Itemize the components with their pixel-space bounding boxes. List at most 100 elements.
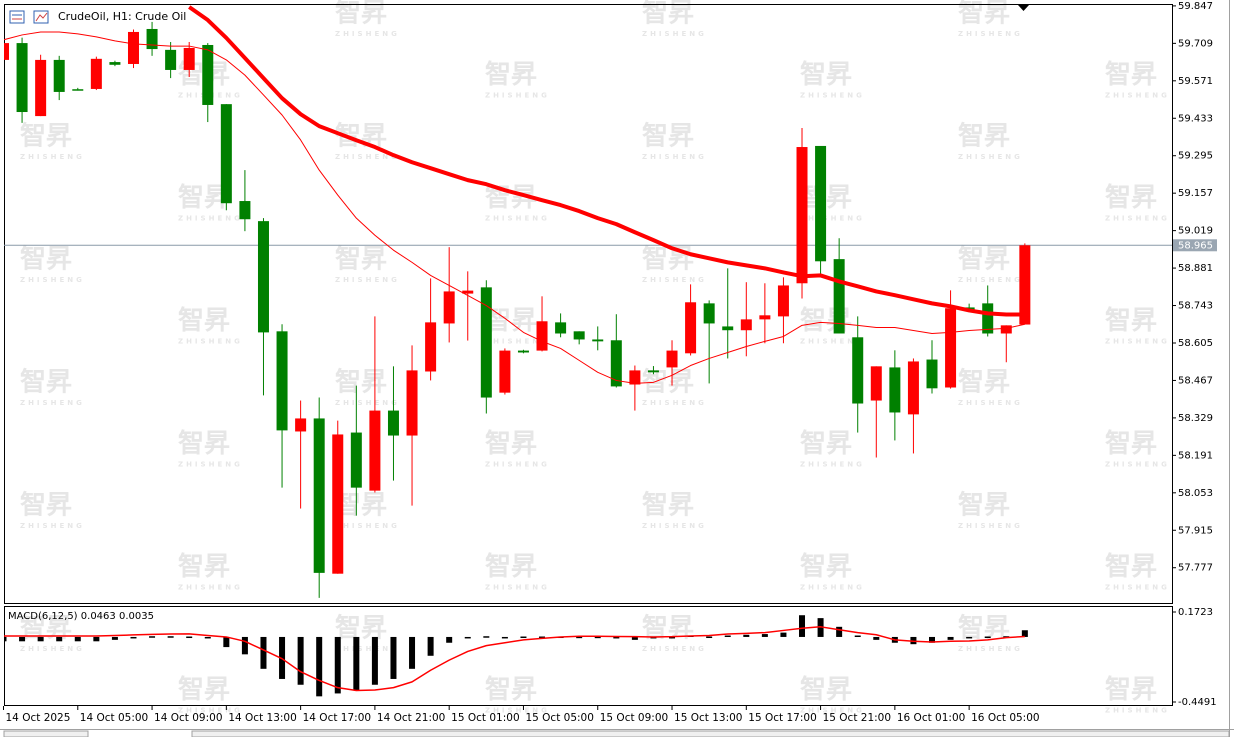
x-tick-label: 14 Oct 09:00 [154,712,222,724]
macd-label: MACD(6,12,5) 0.0463 0.0035 [8,611,154,622]
candle-body [332,434,344,574]
watermark: 智昇 [642,245,694,275]
x-tick-label: 15 Oct 05:00 [525,712,593,724]
watermark: 智昇 [1105,429,1157,459]
watermark: 智昇 [335,368,387,398]
candle-body [350,432,362,488]
candle-body [387,410,399,436]
watermark-sub: ZHISHENG [20,645,85,653]
macd-plot [4,615,1028,697]
macd-bar [966,636,973,639]
macd-bar [836,626,843,637]
watermark-sub: ZHISHENG [1105,215,1170,223]
y-tick-label: -0.4491 [1178,697,1217,708]
candle-body [480,287,492,398]
y-tick-label: 58.191 [1178,450,1213,461]
macd-bar [613,636,620,639]
macd-value: 0.0463 [81,611,116,622]
watermark: 智昇 [485,60,537,90]
tab[interactable] [3,730,89,737]
candle-body [852,337,864,404]
candle-body [295,418,307,432]
icon-line [35,12,48,22]
candle-body [90,58,102,89]
watermark: 智昇 [485,429,537,459]
candle-body [555,322,567,334]
candle-body [592,339,604,342]
x-tick-label: 15 Oct 09:00 [600,712,668,724]
x-tick-label: 14 Oct 17:00 [303,712,371,724]
candle-body [220,104,232,204]
watermark-sub: ZHISHENG [642,153,707,161]
candle-body [889,367,901,413]
x-tick-label: 16 Oct 01:00 [897,712,965,724]
watermark: 智昇 [958,122,1010,152]
watermark: 智昇 [178,552,230,582]
candle-body [425,322,437,372]
candle-body [257,221,269,333]
watermark-sub: ZHISHENG [1105,92,1170,100]
macd-bar [761,634,768,637]
candle-body [443,291,455,324]
symbol-icon[interactable] [9,10,25,24]
watermark-sub: ZHISHENG [642,645,707,653]
scrollbar[interactable] [191,730,1230,737]
macd-bar [520,636,527,639]
candle-body [647,370,659,373]
candle-body [740,319,752,331]
y-tick-label: 0.1723 [1178,607,1213,618]
candle-body [833,259,845,334]
macd-frame [4,606,1173,706]
watermark-sub: ZHISHENG [1105,707,1170,715]
candle-body [815,145,827,262]
x-tick-label: 14 Oct 13:00 [228,712,296,724]
watermark-sub: ZHISHENG [958,645,1023,653]
watermark-sub: ZHISHENG [485,707,550,715]
candle-body [573,331,585,340]
watermark: 智昇 [1105,60,1157,90]
watermark-sub: ZHISHENG [335,645,400,653]
candle-body [907,361,919,415]
candle-body [703,303,715,324]
watermark: 智昇 [335,614,387,644]
watermark-sub: ZHISHENG [958,276,1023,284]
candle-body [72,89,84,91]
watermark: 智昇 [1105,552,1157,582]
macd-bar [743,634,750,637]
watermark-sub: ZHISHENG [800,584,865,592]
macd-bar [706,636,713,639]
watermark: 智昇 [335,491,387,521]
watermark: 智昇 [1105,306,1157,336]
macd-bar [409,636,416,669]
candle-body [759,315,771,320]
candle-body [276,331,288,431]
macd-bar [724,635,731,638]
macd-bar [669,636,676,639]
macd-bar [464,636,471,639]
watermark: 智昇 [485,675,537,705]
macd-bar [390,636,397,679]
watermark: 智昇 [178,675,230,705]
x-tick-label: 16 Oct 05:00 [971,712,1039,724]
y-tick-label: 57.777 [1178,563,1213,574]
candle-body [610,340,622,387]
macd-bar [501,636,508,639]
watermark: 智昇 [20,491,72,521]
candle-body [796,147,808,284]
moving-average [4,31,1025,384]
watermark: 智昇 [178,306,230,336]
chart-icon[interactable] [33,10,49,24]
watermark: 智昇 [20,368,72,398]
y-tick-label: 59.571 [1178,76,1213,87]
candle-body [1000,325,1012,334]
candle-body [870,366,882,401]
watermark-sub: ZHISHENG [958,399,1023,407]
candle-body [165,49,177,70]
shift-marker[interactable] [1018,5,1029,11]
macd-bar [576,636,583,639]
watermark: 智昇 [20,614,72,644]
watermark-sub: ZHISHENG [485,215,550,223]
macd-bar [19,636,26,642]
watermark: 智昇 [1105,675,1157,705]
